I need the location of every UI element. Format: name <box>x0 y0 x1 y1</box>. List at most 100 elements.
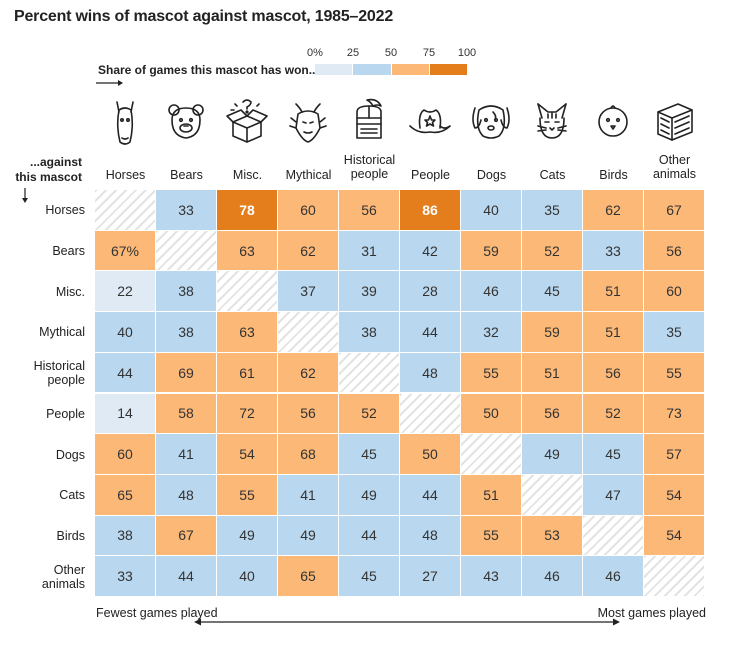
cat-icon <box>537 103 567 139</box>
heatmap-cell: 35 <box>644 312 704 352</box>
row-header-1: Bears <box>52 244 85 259</box>
heatmap-cell: 62 <box>278 230 338 271</box>
legend-label: Share of games this mascot has won... <box>98 63 319 77</box>
heatmap-cell: 14 <box>95 393 155 434</box>
heatmap-cell: 67% <box>95 230 155 271</box>
heatmap-cell: 56 <box>278 393 338 434</box>
legend-color-bar <box>315 64 467 75</box>
heatmap-cell: 67 <box>644 190 704 230</box>
row-header-0: Horses <box>45 203 85 218</box>
heatmap-cell: 50 <box>461 393 521 434</box>
heatmap-cell: 68 <box>278 434 338 474</box>
column-header-7: Cats <box>539 168 566 182</box>
heatmap-cell: 45 <box>583 434 643 474</box>
heatmap-cell: 60 <box>278 190 338 230</box>
heatmap-cell: 54 <box>644 474 704 515</box>
heatmap-cell: 52 <box>522 230 582 271</box>
horse-icon <box>116 101 134 145</box>
heatmap-cell: 50 <box>400 434 460 474</box>
heatmap-cell: 65 <box>95 474 155 515</box>
heatmap-cell: 52 <box>583 393 643 434</box>
row-header-2: Misc. <box>55 284 85 299</box>
heatmap-cell-empty <box>278 312 338 352</box>
heatmap-cell: 69 <box>156 352 216 393</box>
legend-tick-1: 25 <box>346 47 360 59</box>
heatmap-cell: 45 <box>339 556 399 596</box>
heatmap-cell: 56 <box>644 230 704 271</box>
heatmap-cell: 38 <box>156 312 216 352</box>
heatmap-cell: 55 <box>461 515 521 556</box>
heatmap-cell: 56 <box>522 393 582 434</box>
heatmap-cell: 22 <box>95 271 155 312</box>
heatmap-cell-empty <box>400 393 460 434</box>
legend-swatch-3 <box>429 64 467 75</box>
heatmap-cell: 51 <box>583 312 643 352</box>
column-header-2: Misc. <box>232 168 263 182</box>
heatmap-cell: 39 <box>339 271 399 312</box>
heatmap-cell: 33 <box>156 190 216 230</box>
crate-icon <box>657 103 693 141</box>
heatmap-cell-empty <box>156 230 216 271</box>
heatmap-cell: 63 <box>217 230 277 271</box>
heatmap-cell: 44 <box>156 556 216 596</box>
heatmap-cell: 45 <box>522 271 582 312</box>
heatmap-cell: 49 <box>339 474 399 515</box>
heatmap-cell: 27 <box>400 556 460 596</box>
heatmap-cell: 57 <box>644 434 704 474</box>
heatmap-cell: 58 <box>156 393 216 434</box>
heatmap-cell: 73 <box>644 393 704 434</box>
footer-left-label: Fewest games played <box>96 606 218 620</box>
heatmap-cell: 60 <box>644 271 704 312</box>
row-header-8: Birds <box>56 528 85 543</box>
heatmap-cell: 28 <box>400 271 460 312</box>
heatmap-cell: 32 <box>461 312 521 352</box>
row-header-4: Historical people <box>33 359 85 388</box>
heatmap-cell: 51 <box>461 474 521 515</box>
heatmap-cell: 40 <box>217 556 277 596</box>
heatmap-cell: 55 <box>217 474 277 515</box>
legend-tick-3: 75 <box>422 47 436 59</box>
row-header-3: Mythical <box>39 325 85 340</box>
heatmap-cell: 72 <box>217 393 277 434</box>
dragon-icon <box>289 103 327 143</box>
heatmap-cell: 45 <box>339 434 399 474</box>
heatmap-cell-empty <box>217 271 277 312</box>
row-header-7: Cats <box>59 488 85 503</box>
heatmap-cell: 44 <box>339 515 399 556</box>
heatmap-cell: 49 <box>278 515 338 556</box>
dog-icon <box>472 105 510 139</box>
heatmap-cell-empty <box>583 515 643 556</box>
heatmap-cell: 44 <box>400 474 460 515</box>
row-axis-arrow <box>22 188 28 203</box>
heatmap-cell: 38 <box>95 515 155 556</box>
heatmap-cell: 42 <box>400 230 460 271</box>
hat-icon <box>409 109 451 134</box>
heatmap-cell: 44 <box>95 352 155 393</box>
knight-icon <box>356 98 382 139</box>
heatmap-cell: 46 <box>583 556 643 596</box>
heatmap-cell: 49 <box>217 515 277 556</box>
heatmap-cell: 78 <box>217 190 277 230</box>
heatmap-cell: 56 <box>339 190 399 230</box>
heatmap-cell: 52 <box>339 393 399 434</box>
heatmap-cell-empty <box>95 190 155 230</box>
heatmap-cell: 44 <box>400 312 460 352</box>
heatmap-cell: 51 <box>583 271 643 312</box>
heatmap-cell: 38 <box>339 312 399 352</box>
heatmap-cell: 43 <box>461 556 521 596</box>
heatmap-cell: 41 <box>278 474 338 515</box>
heatmap-cell: 61 <box>217 352 277 393</box>
column-header-5: People <box>411 168 450 182</box>
column-header-0: Horses <box>105 168 146 182</box>
heatmap-cell: 38 <box>156 271 216 312</box>
heatmap-cell: 86 <box>400 190 460 230</box>
heatmap-cell: 48 <box>156 474 216 515</box>
legend-tick-2: 50 <box>384 47 398 59</box>
heatmap-cell: 37 <box>278 271 338 312</box>
row-header-9: Other animals <box>41 562 85 591</box>
heatmap-cell: 46 <box>522 556 582 596</box>
heatmap-cell: 59 <box>522 312 582 352</box>
legend-swatch-2 <box>391 64 429 75</box>
column-header-3: Mythical <box>285 168 332 182</box>
column-header-4: Historical people <box>343 153 396 181</box>
